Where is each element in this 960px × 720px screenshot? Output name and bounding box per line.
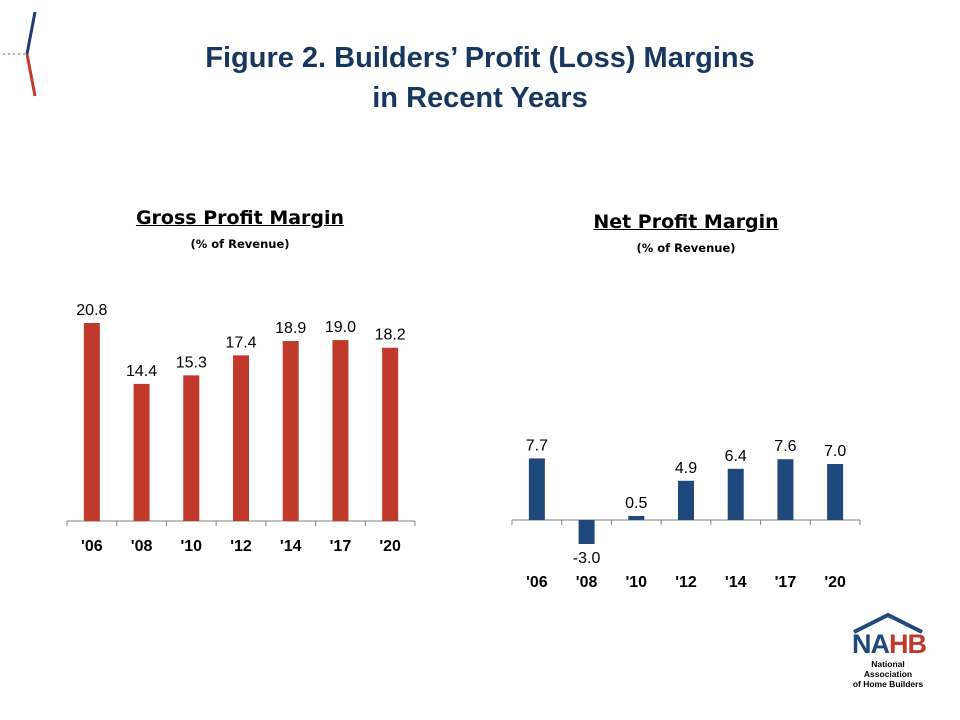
net-data-label: 7.0: [824, 443, 846, 460]
logo-caption-line1: National Association: [863, 659, 913, 679]
net-chart-plot: 7.7 '06 -3.0 '08 0.5 '10 4.9 '12 6.4 '14 7.6 '17 7.0…: [511, 437, 861, 591]
gross-data-label: 18.9: [275, 320, 306, 337]
page-title-line2: in Recent Years: [372, 82, 588, 114]
net-profit-chart: Net Profit Margin (% of Revenue) 7.7 '06 -…: [490, 200, 890, 600]
net-bar: [727, 468, 744, 520]
net-data-label: 7.7: [526, 437, 548, 454]
gross-tick-label: '08: [131, 538, 153, 555]
net-bar: [628, 516, 645, 520]
gross-tick-label: '06: [81, 538, 103, 555]
net-tick-label: '08: [576, 574, 598, 591]
gross-data-label: 19.0: [325, 319, 356, 336]
gross-data-label: 14.4: [126, 363, 157, 380]
gross-bar: [382, 347, 399, 521]
gross-chart-plot: 20.8 '06 14.4 '08 15.3 '10 17.4 '12 18.9 '14 19.0 '…: [66, 302, 416, 555]
gross-data-label: 20.8: [76, 302, 107, 319]
net-data-label: 7.6: [774, 438, 796, 455]
gross-bar: [233, 355, 249, 521]
red-stroke-icon: [25, 53, 37, 97]
net-bar: [578, 520, 595, 544]
net-tick-label: '20: [824, 574, 846, 591]
gross-profit-chart: Gross Profit Margin (% of Revenue) 20.8 '…: [40, 200, 440, 570]
gross-tick-label: '14: [280, 538, 302, 555]
net-bar: [777, 459, 794, 520]
nahb-logo: NAHB National Association of Home Builde…: [848, 612, 928, 689]
gross-data-label: 15.3: [176, 354, 207, 371]
gross-bar: [83, 322, 100, 521]
net-bar: [528, 458, 545, 520]
net-data-label: -3.0: [573, 550, 601, 567]
net-chart-title: Net Profit Margin: [593, 211, 779, 233]
corner-decoration: [2, 11, 37, 97]
page-title: Figure 2. Builders’ Profit (Loss) Margin…: [0, 38, 960, 118]
gross-bar: [282, 341, 299, 521]
gross-tick-label: '17: [330, 538, 352, 555]
gross-data-label: 17.4: [225, 334, 256, 351]
net-tick-label: '17: [775, 574, 797, 591]
gross-chart-subtitle: (% of Revenue): [190, 237, 290, 251]
gross-tick-label: '20: [379, 538, 401, 555]
net-data-label: 4.9: [675, 460, 697, 477]
logo-letters: NAHB: [852, 629, 927, 659]
gross-bar: [133, 383, 150, 521]
gross-bar: [183, 375, 200, 521]
house-roof-icon: [853, 612, 923, 634]
blue-stroke-icon: [25, 11, 37, 55]
gross-chart-title: Gross Profit Margin: [135, 207, 345, 229]
page-title-line1: Figure 2. Builders’ Profit (Loss) Margin…: [205, 42, 755, 74]
gross-data-label: 18.2: [375, 327, 406, 344]
net-tick-label: '06: [526, 574, 548, 591]
net-chart-subtitle: (% of Revenue): [636, 241, 736, 255]
gross-bar: [332, 340, 349, 521]
dotted-line-icon: [2, 52, 26, 56]
gross-tick-label: '12: [230, 538, 252, 555]
net-tick-label: '14: [725, 574, 747, 591]
net-tick-label: '12: [675, 574, 697, 591]
net-bar: [678, 480, 694, 520]
gross-tick-label: '10: [180, 538, 202, 555]
net-data-label: 0.5: [625, 495, 647, 512]
net-tick-label: '10: [625, 574, 647, 591]
logo-caption: National Association of Home Builders: [848, 659, 928, 689]
net-data-label: 6.4: [725, 448, 747, 465]
net-bar: [827, 464, 844, 520]
logo-caption-line2: of Home Builders: [852, 679, 924, 689]
